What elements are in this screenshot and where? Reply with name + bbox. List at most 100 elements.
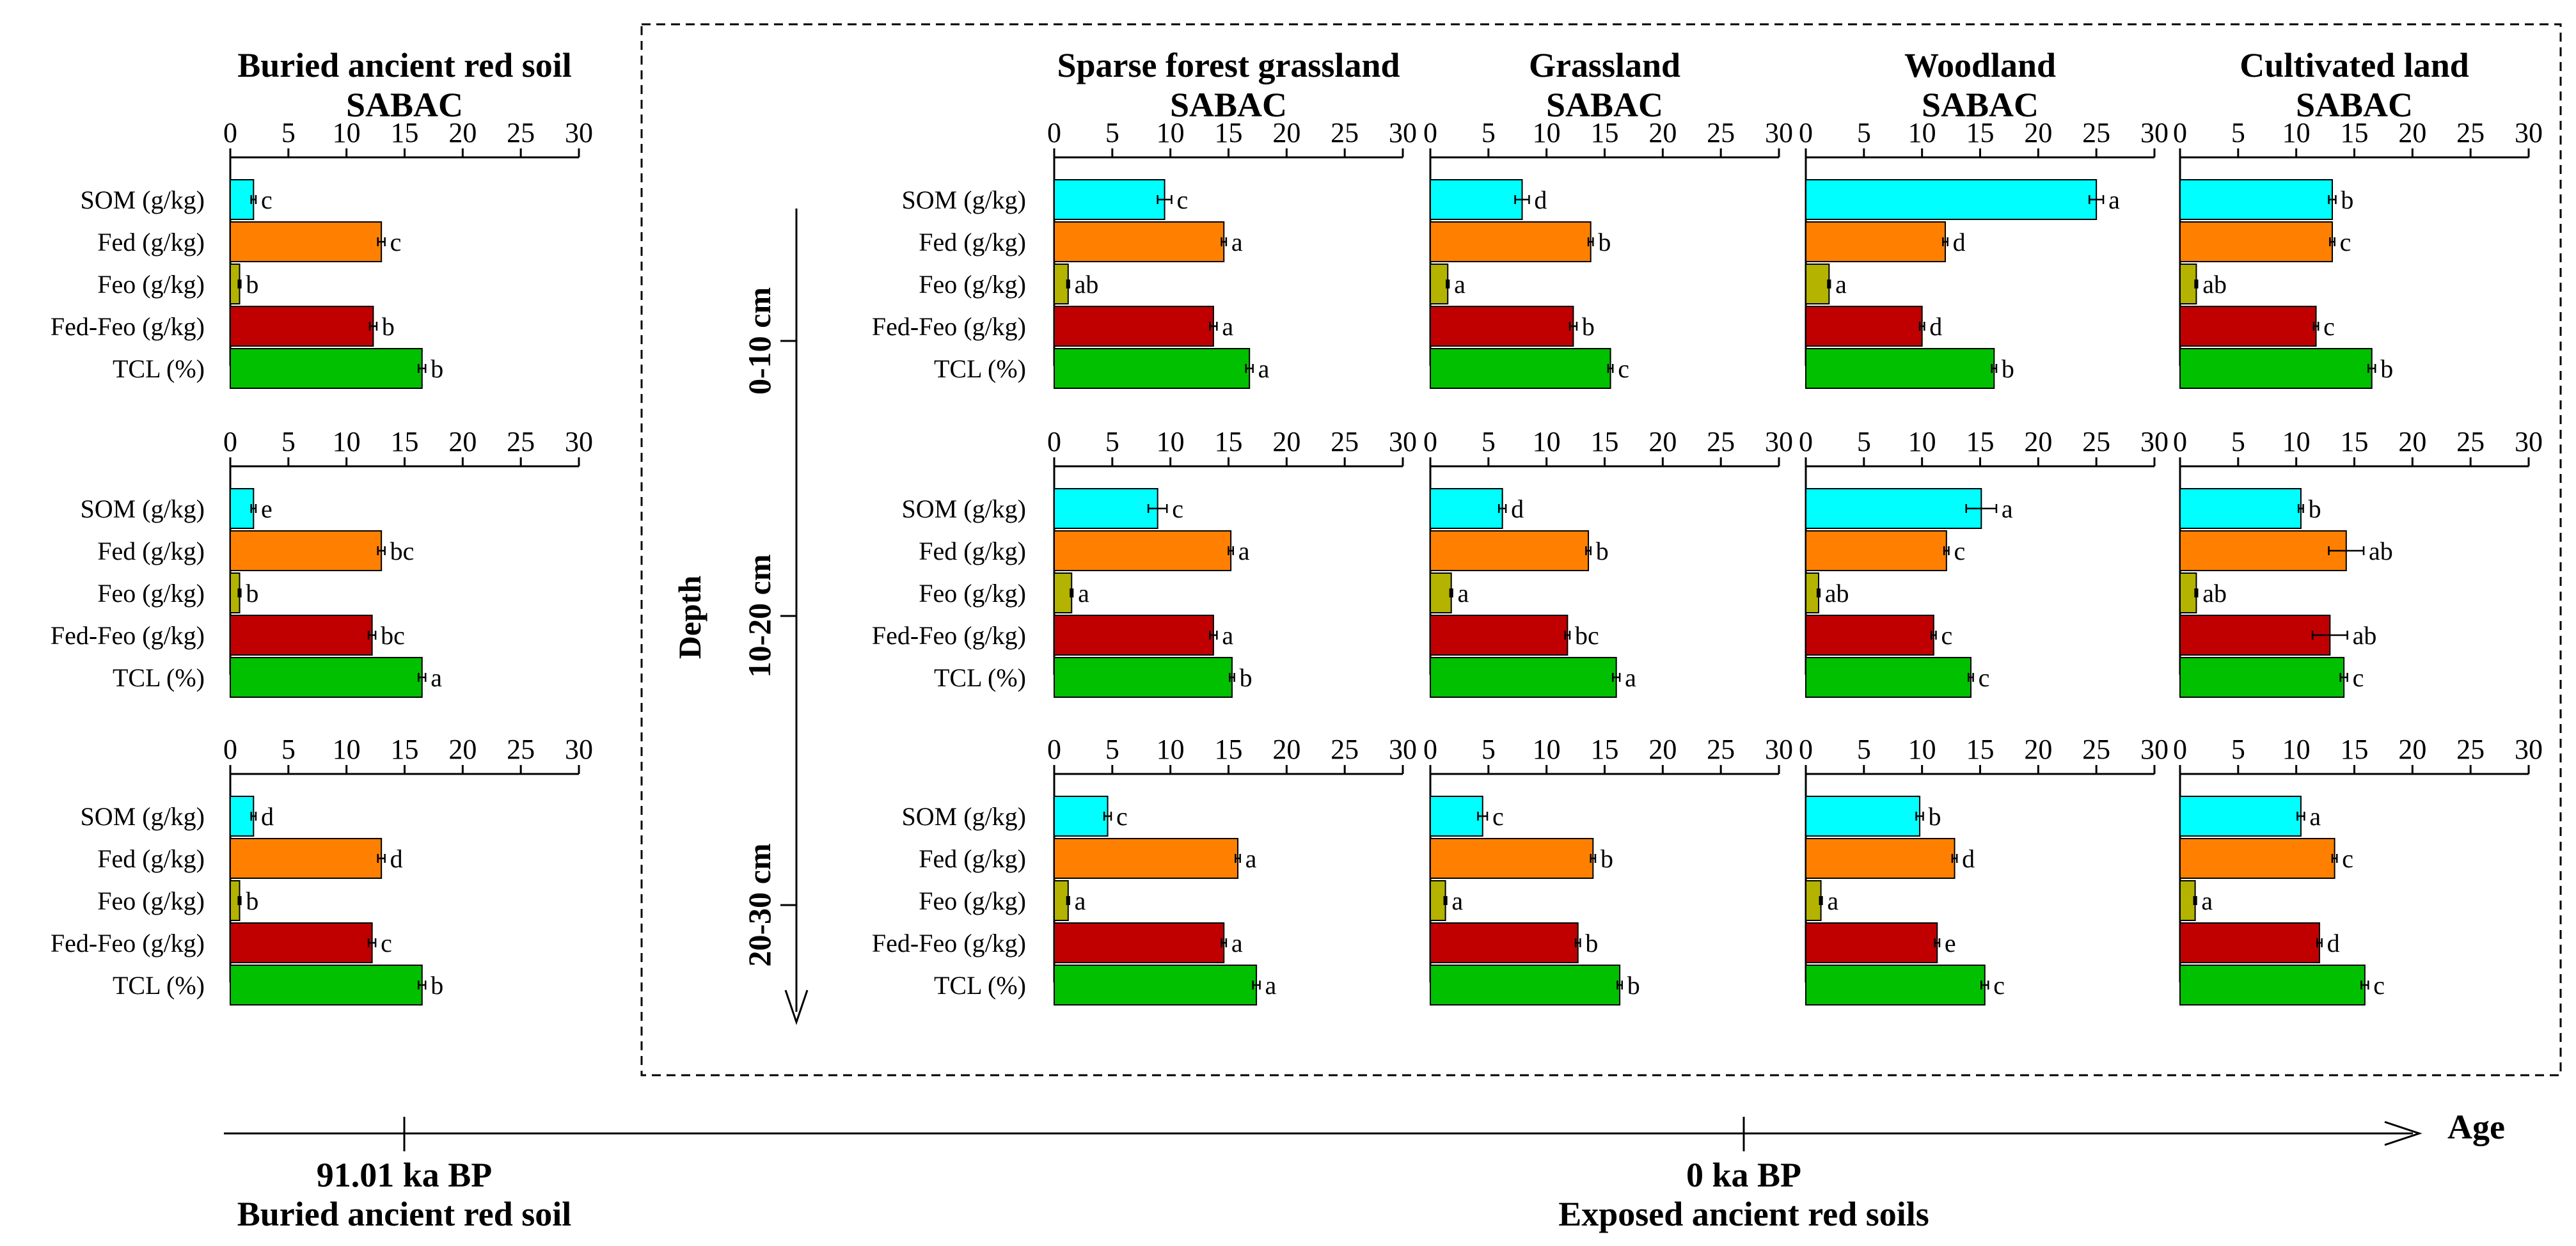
bar <box>1430 657 1617 698</box>
x-tick-label: 30 <box>1765 117 1793 148</box>
x-tick-label: 0 <box>1799 734 1813 765</box>
x-tick-label: 25 <box>2082 117 2110 148</box>
bar <box>230 922 373 963</box>
significance-letter: b <box>2380 354 2393 383</box>
x-tick-label: 0 <box>223 426 237 457</box>
significance-letter: a <box>1222 621 1233 650</box>
x-tick-label: 10 <box>1157 426 1185 457</box>
x-tick-label: 25 <box>507 117 535 148</box>
bar <box>1805 838 1956 879</box>
x-tick-label: 20 <box>2024 117 2052 148</box>
significance-letter: b <box>1240 663 1252 692</box>
x-tick-label: 15 <box>1215 426 1243 457</box>
bar <box>1805 657 1972 698</box>
category-label: Feo (g/kg) <box>97 270 205 299</box>
x-tick-label: 25 <box>1707 734 1735 765</box>
column-subtitle: SABAC <box>1170 86 1287 124</box>
x-tick-label: 30 <box>1389 734 1417 765</box>
x-tick-label: 20 <box>1648 426 1677 457</box>
bar <box>1430 221 1592 262</box>
x-tick-label: 15 <box>1215 117 1243 148</box>
panel-0-1: 0 5 10 15 20 25 30 e SOM (g/kg) bc Fed (g/kg) b Feo … <box>51 426 593 698</box>
x-tick-label: 5 <box>281 734 296 765</box>
significance-letter: a <box>1231 929 1243 958</box>
x-tick-label: 30 <box>2515 426 2543 457</box>
category-label: Fed (g/kg) <box>97 537 205 565</box>
bar <box>230 179 255 220</box>
x-tick-label: 0 <box>1047 426 1061 457</box>
depth-level-label: 0-10 cm <box>741 287 777 395</box>
significance-letter: b <box>1596 537 1609 565</box>
category-label: TCL (%) <box>113 663 205 692</box>
significance-letter: ab <box>2369 537 2393 565</box>
x-tick-label: 25 <box>1331 426 1359 457</box>
significance-letter: d <box>1534 185 1547 214</box>
category-label: Fed (g/kg) <box>97 844 205 873</box>
x-tick-label: 10 <box>2282 734 2311 765</box>
category-label: Fed (g/kg) <box>97 228 205 256</box>
category-label: SOM (g/kg) <box>81 802 205 831</box>
bar <box>230 530 383 571</box>
significance-letter: b <box>1585 929 1598 958</box>
x-tick-label: 25 <box>2456 734 2485 765</box>
significance-letter: ab <box>2202 579 2227 608</box>
significance-letter: a <box>2108 185 2120 214</box>
panel-1-1: 0 5 10 15 20 25 30 c SOM (g/kg) a Fed (g/kg) a Feo (… <box>872 426 1417 698</box>
x-tick-label: 5 <box>1857 426 1871 457</box>
x-tick-label: 0 <box>1423 734 1437 765</box>
significance-letter: a <box>431 663 442 692</box>
significance-letter: c <box>2342 844 2353 873</box>
significance-letter: b <box>382 312 395 341</box>
category-label: Feo (g/kg) <box>919 579 1026 608</box>
x-tick-label: 15 <box>1966 426 1995 457</box>
bar <box>1430 796 1483 837</box>
x-tick-label: 25 <box>1707 117 1735 148</box>
category-label: Fed-Feo (g/kg) <box>872 312 1026 341</box>
significance-letter: b <box>1627 971 1640 1000</box>
panel-1-2: 0 5 10 15 20 25 30 c SOM (g/kg) a Fed (g/kg) a Feo (… <box>872 734 1417 1005</box>
bar <box>230 838 383 879</box>
panel-3-2: 0 5 10 15 20 25 30 bd a e c <box>1799 734 2169 1005</box>
bar <box>1430 880 1446 921</box>
age-marker-name: Buried ancient red soil <box>237 1195 572 1233</box>
significance-letter: b <box>1600 844 1613 873</box>
bar <box>1430 306 1574 347</box>
significance-letter: c <box>381 929 392 958</box>
significance-letter: a <box>1245 844 1257 873</box>
significance-letter: ab <box>2202 270 2227 299</box>
x-tick-label: 25 <box>507 734 535 765</box>
category-label: Feo (g/kg) <box>919 887 1026 915</box>
bar <box>1054 488 1158 529</box>
category-label: TCL (%) <box>934 663 1026 692</box>
significance-letter: b <box>431 971 443 1000</box>
x-tick-label: 5 <box>1482 426 1496 457</box>
significance-letter: c <box>1993 971 2005 1000</box>
x-tick-label: 20 <box>448 117 477 148</box>
x-tick-label: 15 <box>1591 734 1619 765</box>
category-label: Fed-Feo (g/kg) <box>51 621 205 650</box>
bar <box>1805 880 1822 921</box>
category-label: SOM (g/kg) <box>902 494 1026 523</box>
x-tick-label: 30 <box>565 117 593 148</box>
x-tick-label: 5 <box>1105 734 1119 765</box>
x-tick-label: 25 <box>1331 734 1359 765</box>
bar <box>1430 965 1621 1005</box>
x-tick-label: 25 <box>2082 734 2110 765</box>
bar <box>1054 922 1225 963</box>
x-tick-label: 5 <box>1482 734 1496 765</box>
significance-letter: b <box>1598 228 1611 256</box>
column-subtitle: SABAC <box>346 86 463 124</box>
panel-0-2: 0 5 10 15 20 25 30 d SOM (g/kg) d Fed (g/kg) b Feo (… <box>51 734 593 1005</box>
x-tick-label: 30 <box>2140 426 2169 457</box>
significance-letter: ab <box>1075 270 1099 299</box>
x-tick-label: 15 <box>1215 734 1243 765</box>
category-label: Feo (g/kg) <box>97 579 205 608</box>
significance-letter: d <box>1962 844 1975 873</box>
column-title: Grassland <box>1529 46 1680 84</box>
category-label: SOM (g/kg) <box>902 185 1026 214</box>
